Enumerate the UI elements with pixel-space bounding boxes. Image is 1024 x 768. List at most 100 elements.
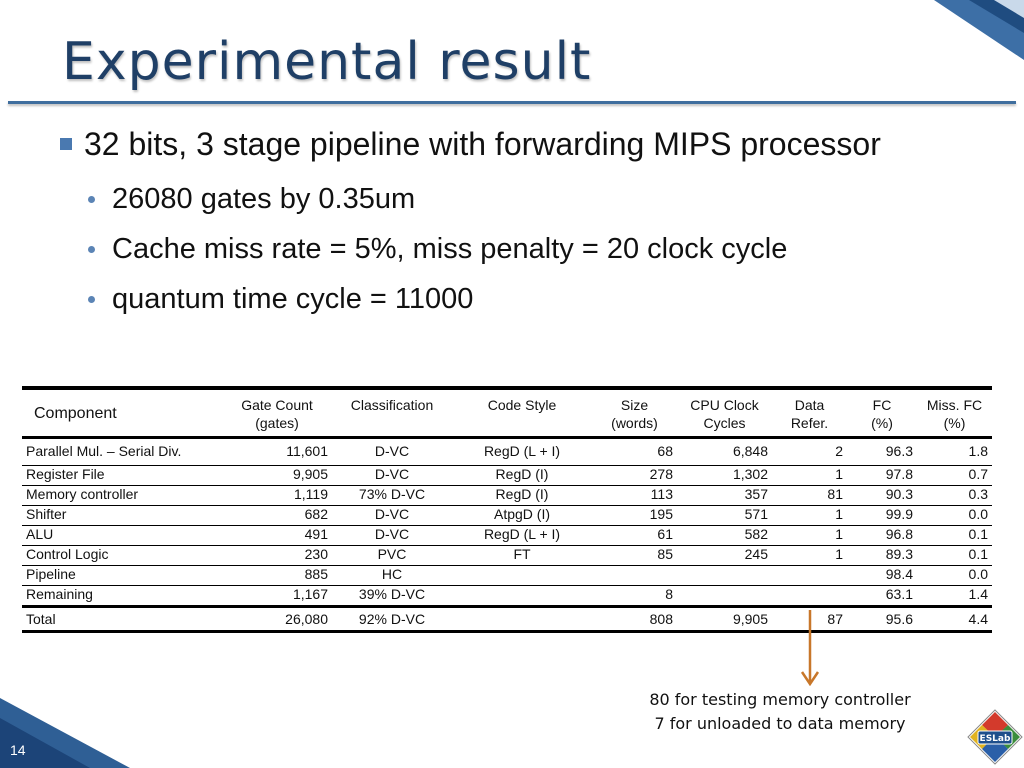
header-gate-count: Gate Count (gates) (222, 388, 332, 439)
cell-component: Shifter (22, 505, 222, 526)
cell-cpu-clock-cycles: 1,302 (677, 465, 772, 486)
bullet-main: 32 bits, 3 stage pipeline with forwardin… (58, 122, 958, 166)
cell-data-refer: 1 (772, 505, 847, 526)
cell-data-refer: 1 (772, 545, 847, 566)
cell-code-style: RegD (L + I) (452, 525, 592, 546)
arrow-down-icon (800, 610, 820, 686)
table-row: Shifter 682 D-VC AtpgD (I) 195 571 1 99.9 0.0 (22, 505, 992, 526)
slide-title: Experimental result (62, 32, 592, 92)
cell-miss-fc: 0.7 (917, 465, 992, 486)
cell-gate-count: 1,119 (222, 485, 332, 506)
cell-miss-fc: 1.4 (917, 585, 992, 607)
cell-fc: 98.4 (847, 565, 917, 586)
dot-bullet-icon (88, 196, 95, 203)
corner-decoration-top-right (934, 0, 1024, 60)
cell-component: Remaining (22, 585, 222, 607)
header-cpu-clock-cycles: CPU Clock Cycles (677, 388, 772, 439)
cell-miss-fc: 0.0 (917, 505, 992, 526)
results-table: Component Gate Count (gates) Classificati… (22, 386, 992, 633)
cell-miss-fc: 0.3 (917, 485, 992, 506)
header-code-style: Code Style (452, 388, 592, 439)
cell-fc: 97.8 (847, 465, 917, 486)
cell-fc: 95.6 (847, 605, 917, 632)
cell-gate-count: 1,167 (222, 585, 332, 607)
table-row: Register File 9,905 D-VC RegD (I) 278 1,302 1 9… (22, 465, 992, 486)
sub-bullet: quantum time cycle = 11000 (58, 282, 958, 316)
cell-fc: 99.9 (847, 505, 917, 526)
sub-bullet-text: 26080 gates by 0.35um (112, 183, 416, 215)
cell-miss-fc: 0.1 (917, 525, 992, 546)
cell-component: Pipeline (22, 565, 222, 586)
cell-component: Total (22, 605, 222, 632)
square-bullet-icon (60, 138, 72, 150)
bullet-list: 32 bits, 3 stage pipeline with forwardin… (58, 122, 958, 316)
cell-data-refer: 1 (772, 465, 847, 486)
cell-data-refer: 1 (772, 525, 847, 546)
cell-miss-fc: 1.8 (917, 437, 992, 466)
table-total-row: Total 26,080 92% D-VC 808 9,905 87 95.6 4.4 (22, 605, 992, 632)
cell-gate-count: 682 (222, 505, 332, 526)
header-classification: Classification (332, 388, 452, 439)
sub-bullet: 26080 gates by 0.35um (58, 182, 958, 216)
cell-classification: 73% D-VC (332, 485, 452, 506)
cell-component: Control Logic (22, 545, 222, 566)
cell-data-refer (772, 585, 847, 607)
cell-fc: 89.3 (847, 545, 917, 566)
table-row: Remaining 1,167 39% D-VC 8 63.1 1.4 (22, 585, 992, 607)
cell-cpu-clock-cycles (677, 565, 772, 586)
cell-fc: 96.8 (847, 525, 917, 546)
cell-cpu-clock-cycles: 571 (677, 505, 772, 526)
note-line-2: 7 for unloaded to data memory (654, 714, 906, 733)
svg-text:ESLab: ESLab (980, 734, 1011, 744)
cell-size: 68 (592, 437, 677, 466)
cell-code-style (452, 585, 592, 607)
eslab-logo: ESLab (967, 709, 1023, 765)
cell-code-style (452, 565, 592, 586)
cell-gate-count: 26,080 (222, 605, 332, 632)
cell-component: Register File (22, 465, 222, 486)
cell-size: 278 (592, 465, 677, 486)
table-row: ALU 491 D-VC RegD (L + I) 61 582 1 96.8 0.1 (22, 525, 992, 546)
bullet-main-text: 32 bits, 3 stage pipeline with forwardin… (84, 126, 881, 162)
cell-fc: 96.3 (847, 437, 917, 466)
sub-bullet: Cache miss rate = 5%, miss penalty = 20 … (58, 232, 958, 266)
cell-classification: HC (332, 565, 452, 586)
cell-cpu-clock-cycles: 9,905 (677, 605, 772, 632)
table-header-row: Component Gate Count (gates) Classificati… (22, 388, 992, 439)
cell-cpu-clock-cycles: 582 (677, 525, 772, 546)
cell-classification: 92% D-VC (332, 605, 452, 632)
cell-size: 113 (592, 485, 677, 506)
cell-data-refer: 2 (772, 437, 847, 466)
cell-size (592, 565, 677, 586)
table-row: Parallel Mul. – Serial Div. 11,601 D-VC Reg… (22, 437, 992, 466)
table-row: Memory controller 1,119 73% D-VC RegD (I) 11… (22, 485, 992, 506)
cell-cpu-clock-cycles: 6,848 (677, 437, 772, 466)
cell-classification: D-VC (332, 437, 452, 466)
cell-classification: D-VC (332, 465, 452, 486)
cell-component: Parallel Mul. – Serial Div. (22, 437, 222, 466)
cell-fc: 90.3 (847, 485, 917, 506)
annotation-note: 80 for testing memory controller 7 for u… (610, 688, 950, 736)
cell-miss-fc: 4.4 (917, 605, 992, 632)
cell-code-style: RegD (I) (452, 465, 592, 486)
cell-classification: PVC (332, 545, 452, 566)
dot-bullet-icon (88, 296, 95, 303)
cell-cpu-clock-cycles (677, 585, 772, 607)
cell-component: ALU (22, 525, 222, 546)
cell-size: 195 (592, 505, 677, 526)
cell-fc: 63.1 (847, 585, 917, 607)
cell-code-style: FT (452, 545, 592, 566)
cell-gate-count: 885 (222, 565, 332, 586)
header-data-refer: Data Refer. (772, 388, 847, 439)
cell-data-refer: 81 (772, 485, 847, 506)
cell-classification: D-VC (332, 505, 452, 526)
cell-gate-count: 9,905 (222, 465, 332, 486)
cell-miss-fc: 0.0 (917, 565, 992, 586)
page-number: 14 (10, 742, 26, 758)
cell-cpu-clock-cycles: 245 (677, 545, 772, 566)
table-row: Pipeline 885 HC 98.4 0.0 (22, 565, 992, 586)
sub-bullet-text: Cache miss rate = 5%, miss penalty = 20 … (112, 233, 788, 265)
cell-component: Memory controller (22, 485, 222, 506)
cell-cpu-clock-cycles: 357 (677, 485, 772, 506)
results-table-container: Component Gate Count (gates) Classificati… (22, 386, 992, 633)
